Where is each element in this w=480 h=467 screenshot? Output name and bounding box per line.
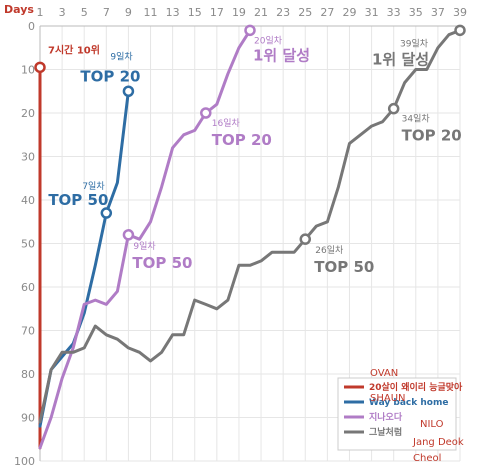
annotation-label: 9일차 (110, 50, 133, 62)
legend-entry: Way back home (369, 398, 448, 408)
legend-entry: 그날처럼 (369, 426, 402, 438)
x-tick-label: 15 (188, 6, 202, 19)
y-tick-label: 10 (21, 64, 35, 77)
x-tick-label: 33 (387, 6, 401, 19)
x-tick-label: 5 (81, 6, 88, 19)
x-tick-label: 23 (276, 6, 290, 19)
annotation-label: TOP 50 (314, 258, 374, 276)
annotation-label: 26일차 (315, 244, 344, 256)
x-tick-label: 19 (232, 6, 246, 19)
data-marker-5 (244, 24, 256, 37)
x-tick-label: 3 (59, 6, 66, 19)
legend-overlay-text: Jang Deok (412, 437, 464, 448)
x-tick-label: 25 (298, 6, 312, 19)
x-tick-label: 1 (37, 6, 44, 19)
annotation-label: 34일차 (402, 113, 431, 125)
legend-entry: 지나오다 (369, 411, 403, 423)
annotation-label: 1위 달성 (372, 50, 429, 68)
annotation-label: TOP 20 (80, 67, 140, 85)
legend-overlay-text: Cheol (413, 453, 441, 464)
y-tick-label: 70 (21, 325, 35, 338)
x-tick-label: 39 (453, 6, 467, 19)
annotation-label: 20일차 (254, 34, 283, 46)
annotation-label: 39일차 (400, 37, 429, 49)
data-marker-8 (454, 24, 466, 37)
annotation-label: 7일차 (82, 180, 105, 192)
x-axis-label: Days (4, 3, 34, 16)
annotation-label: TOP 50 (48, 191, 108, 209)
annotation-label: TOP 50 (132, 254, 192, 272)
x-tick-label: 17 (210, 6, 224, 19)
legend-overlay-text: OVAN (370, 368, 398, 379)
legend-box (337, 377, 457, 451)
marker-layer (34, 24, 466, 245)
y-tick-label: 40 (21, 194, 35, 207)
x-tick-label: 27 (320, 6, 334, 19)
annotation-label: 1위 달성 (253, 46, 310, 64)
x-tick-label: 9 (125, 6, 132, 19)
x-tick-label: 31 (365, 6, 379, 19)
data-marker-6 (299, 233, 312, 245)
legend-overlay-text: SHAUN (370, 393, 406, 404)
y-tick-label: 0 (28, 20, 35, 33)
y-tick-label: 30 (21, 151, 35, 164)
y-tick-label: 60 (21, 281, 35, 294)
x-tick-label: 35 (409, 6, 423, 19)
x-tick-label: 13 (166, 6, 180, 19)
data-marker-4 (200, 107, 212, 119)
annotation-label: 16일차 (212, 117, 241, 129)
data-marker-7 (387, 102, 400, 115)
x-tick-label: 21 (254, 6, 268, 19)
x-tick-label: 37 (431, 6, 445, 19)
data-marker-2 (122, 85, 135, 97)
x-tick-label: 7 (103, 6, 110, 19)
annotation-label: 7시간 10위 (48, 43, 100, 56)
annotation-label: TOP 20 (402, 127, 462, 145)
annotation-label: 9일차 (133, 240, 156, 252)
data-marker-3 (122, 229, 135, 241)
x-tick-label: 11 (144, 6, 158, 19)
x-tick-label: 29 (342, 6, 356, 19)
data-marker-1 (100, 207, 113, 219)
annotation-label: TOP 20 (212, 131, 272, 149)
series-line-2 (38, 28, 252, 450)
legend-overlay-text: NILO (420, 419, 444, 430)
data-marker-0 (34, 61, 46, 74)
y-tick-label: 90 (21, 412, 35, 425)
legend-entry: 20살이 왜이리 능글맞아 (369, 381, 463, 393)
y-tick-label: 80 (21, 368, 35, 381)
y-tick-label: 20 (21, 107, 35, 120)
y-tick-label: 50 (21, 238, 35, 251)
y-tick-label: 100 (14, 455, 35, 467)
